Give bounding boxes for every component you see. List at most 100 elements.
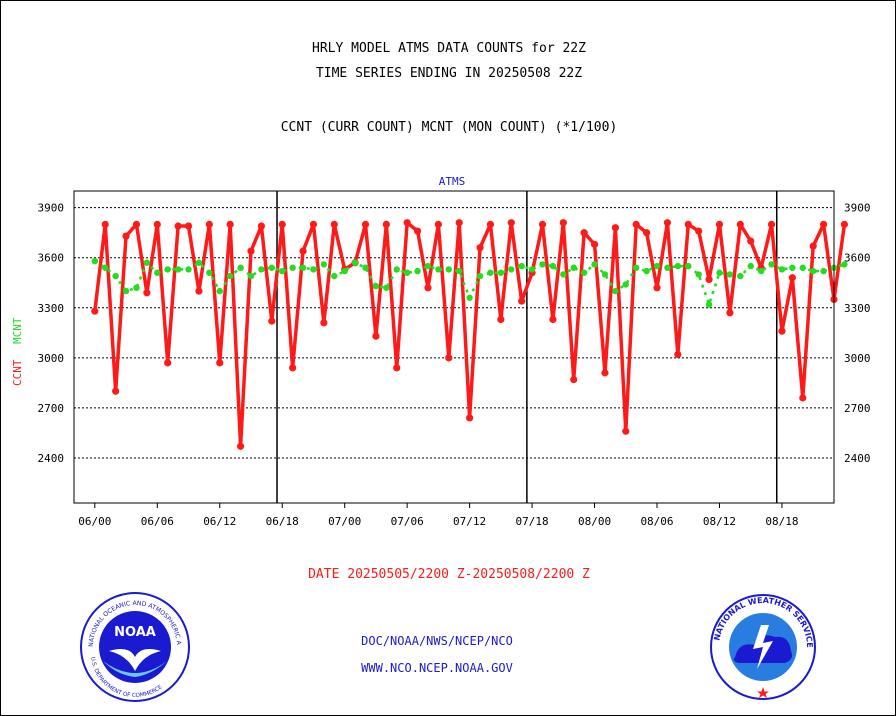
data-point-mcnt [518, 262, 525, 270]
data-point-ccnt [476, 244, 484, 252]
data-point-mcnt [258, 266, 265, 273]
x-tick-label: 07/18 [516, 515, 549, 528]
data-point-mcnt [185, 266, 192, 273]
data-point-mcnt [622, 281, 629, 288]
data-point-ccnt [320, 319, 328, 327]
data-point-mcnt [601, 271, 609, 278]
data-point-ccnt [101, 220, 109, 228]
data-point-mcnt [768, 261, 775, 268]
chart-subtitle: CCNT (CURR COUNT) MCNT (MON COUNT) (*1/1… [280, 120, 618, 135]
date-range: DATE 20250505/2200 Z-20250508/2200 Z [308, 567, 590, 582]
data-point-mcnt [737, 272, 744, 280]
data-point-ccnt [132, 220, 141, 228]
y-tick-label-right: 3900 [844, 202, 871, 215]
data-point-ccnt [289, 364, 297, 372]
data-point-mcnt [289, 264, 296, 271]
data-point-ccnt [695, 227, 703, 235]
data-point-ccnt [413, 227, 422, 235]
data-point-ccnt [226, 220, 234, 228]
data-point-mcnt [445, 266, 452, 273]
data-point-ccnt [736, 220, 744, 228]
data-point-mcnt [247, 272, 255, 280]
data-point-mcnt [143, 259, 151, 266]
nws-logo-icon[interactable]: NATIONAL WEATHER SERVICE [709, 593, 817, 701]
data-point-ccnt [715, 220, 724, 228]
x-tick-label: 07/00 [328, 515, 361, 528]
data-point-ccnt [538, 220, 547, 228]
x-tick-label: 08/00 [578, 515, 611, 528]
y-tick-label-left: 2700 [38, 402, 65, 415]
data-point-ccnt [174, 222, 182, 230]
data-point-mcnt [383, 284, 390, 291]
data-point-mcnt [778, 266, 786, 273]
data-point-ccnt [643, 229, 651, 237]
y-tick-label-right: 3000 [844, 352, 871, 365]
x-tick-label: 08/18 [765, 515, 798, 528]
data-point-ccnt [580, 229, 588, 237]
data-point-mcnt [799, 264, 806, 271]
data-point-mcnt [528, 266, 536, 273]
data-point-mcnt [476, 272, 484, 280]
data-point-ccnt [674, 350, 682, 359]
data-point-mcnt [570, 264, 577, 271]
data-point-mcnt [279, 267, 286, 275]
data-point-ccnt [268, 317, 276, 325]
data-point-mcnt [612, 287, 619, 295]
data-point-mcnt [560, 271, 567, 278]
data-point-ccnt [91, 307, 99, 315]
y-axis-label-mcnt: MCNT [11, 317, 24, 344]
data-point-ccnt [632, 220, 640, 228]
data-point-mcnt [414, 267, 421, 275]
data-point-ccnt [455, 219, 463, 227]
y-tick-label-left: 3300 [38, 302, 65, 315]
y-tick-label-right: 3600 [844, 252, 871, 265]
data-point-ccnt [788, 274, 796, 282]
data-point-ccnt [278, 220, 286, 228]
x-tick-label: 06/06 [141, 515, 174, 528]
link-doc-noaa[interactable]: DOC/NOAA/NWS/NCEP/NCO [361, 634, 513, 648]
data-point-ccnt [112, 387, 120, 395]
data-point-ccnt [684, 220, 692, 228]
chart-title-line2: TIME SERIES ENDING IN 20250508 22Z [315, 66, 583, 81]
data-point-mcnt [331, 272, 338, 280]
grid-lines [74, 191, 834, 508]
data-point-ccnt [507, 219, 515, 227]
y-axis-label-ccnt: CCNT [11, 359, 24, 386]
link-nco-website[interactable]: WWW.NCO.NCEP.NOAA.GOV [361, 661, 513, 675]
data-point-mcnt [487, 269, 494, 276]
data-point-ccnt [247, 247, 255, 255]
y-tick-label-left: 3000 [38, 352, 65, 365]
data-point-ccnt [705, 275, 713, 284]
data-point-ccnt [382, 220, 390, 228]
data-point-ccnt [819, 220, 828, 228]
data-point-mcnt [91, 257, 99, 265]
data-point-mcnt [508, 266, 515, 273]
data-point-ccnt [434, 220, 442, 228]
series-ccnt [91, 219, 849, 450]
chart-title-line1: HRLY MODEL ATMS DATA COUNTS for 22Z [312, 41, 586, 56]
data-point-mcnt [351, 259, 359, 266]
data-point-ccnt [726, 309, 734, 317]
series-line-ccnt [93, 220, 847, 449]
data-point-mcnt [841, 261, 848, 268]
y-tick-label-right: 2700 [844, 402, 871, 415]
data-point-mcnt [424, 262, 432, 270]
data-point-ccnt [195, 287, 203, 295]
data-point-mcnt [789, 264, 796, 271]
noaa-logo-icon[interactable]: NATIONAL OCEANIC AND ATMOSPHERIC ADMINIS… [79, 591, 191, 703]
data-point-ccnt [809, 242, 817, 250]
data-point-mcnt [164, 266, 171, 273]
data-point-mcnt [216, 287, 223, 295]
data-point-mcnt [320, 261, 328, 268]
data-point-mcnt [653, 262, 661, 270]
data-point-ccnt [372, 332, 380, 340]
data-point-ccnt [403, 219, 411, 227]
data-point-ccnt [361, 220, 370, 228]
data-point-ccnt [216, 359, 224, 367]
data-point-mcnt [154, 269, 161, 276]
data-point-mcnt [726, 271, 734, 278]
data-point-ccnt [143, 289, 151, 297]
data-point-mcnt [643, 267, 650, 275]
